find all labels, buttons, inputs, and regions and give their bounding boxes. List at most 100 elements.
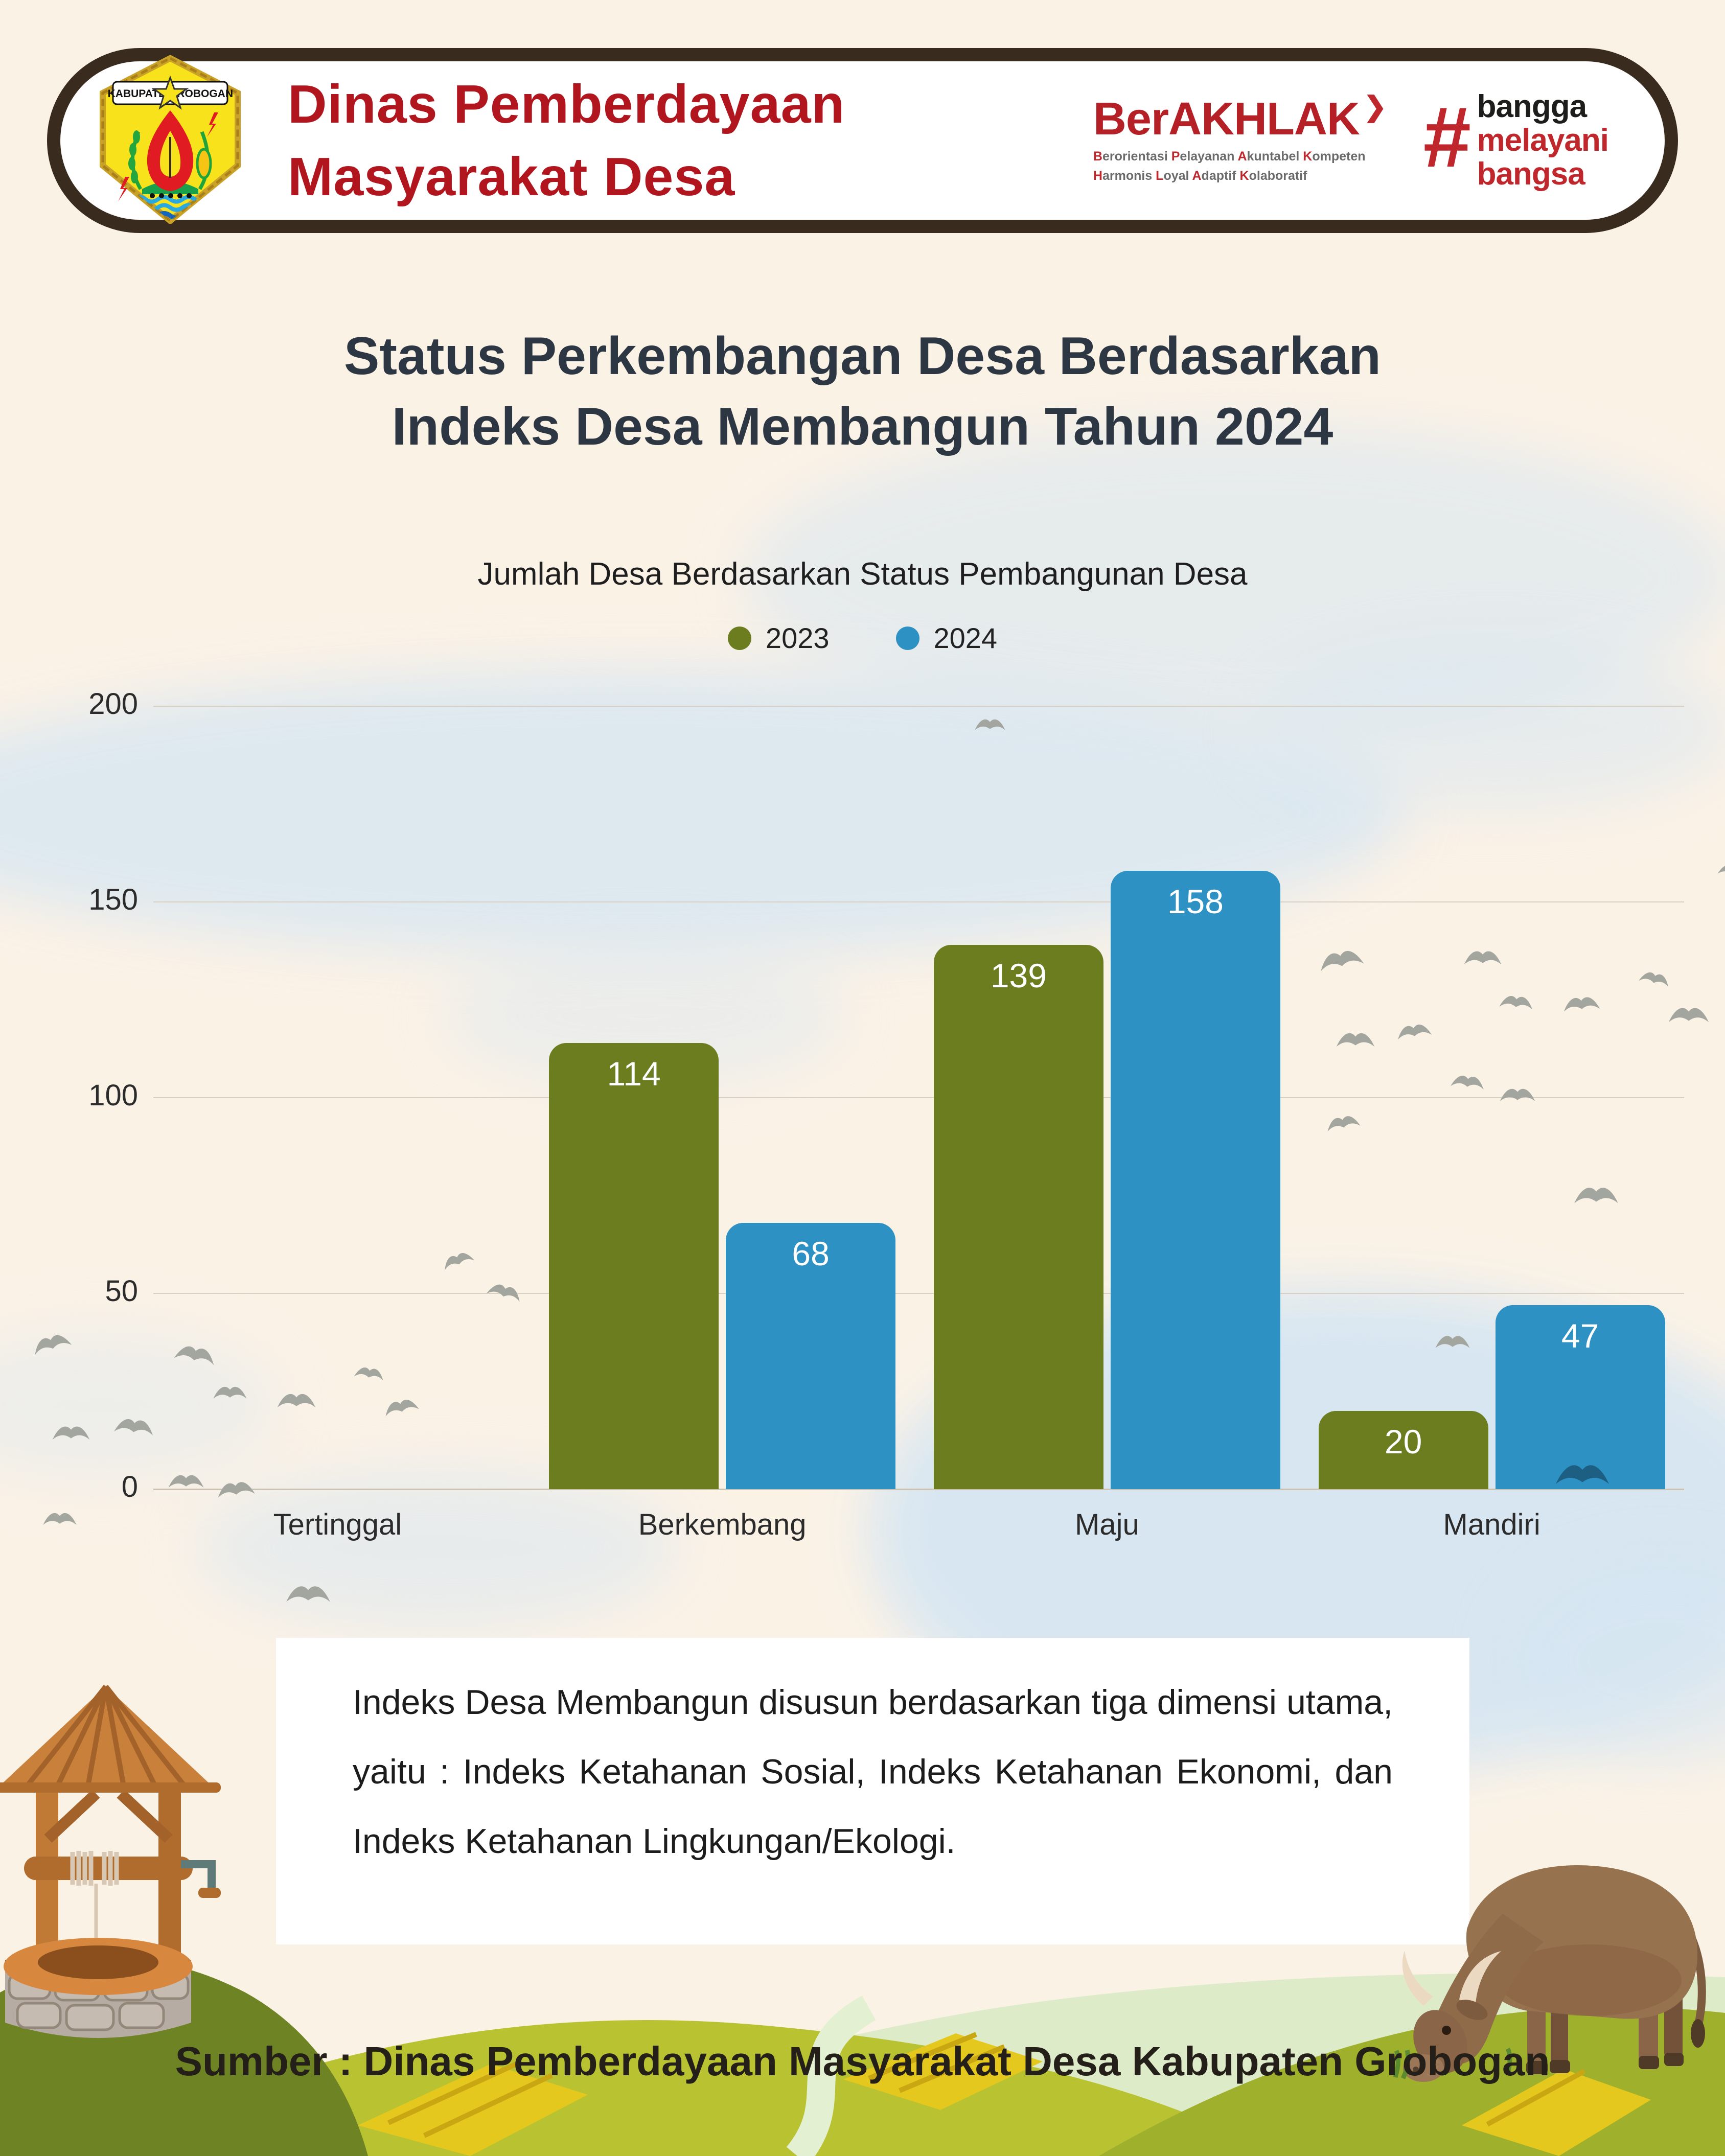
bar-value-label: 139 xyxy=(990,957,1047,995)
bar-value-label: 68 xyxy=(792,1235,830,1273)
gridline-100 xyxy=(153,1097,1684,1098)
header-logos: BerAKHLAK ❯ Berorientasi Pelayanan Akunt… xyxy=(1093,89,1609,192)
page-title-line1: Status Perkembangan Desa Berdasarkan xyxy=(344,327,1381,386)
bangga-word-bangga: bangga xyxy=(1477,89,1587,124)
bangga-word-melayani: melayani xyxy=(1477,123,1609,158)
bird-icon xyxy=(1563,997,1600,1012)
bird-icon xyxy=(1321,951,1364,971)
bird-icon xyxy=(1398,1024,1432,1040)
bird-icon xyxy=(1336,1033,1375,1047)
bar-2023-berkembang: 114 xyxy=(549,1042,719,1489)
bird-icon xyxy=(52,1426,90,1440)
berakhlak-logo: BerAKHLAK ❯ Berorientasi Pelayanan Akunt… xyxy=(1093,91,1387,186)
page-title: Status Perkembangan Desa Berdasarkan Ind… xyxy=(0,321,1725,462)
bird-icon xyxy=(1717,865,1725,878)
legend-label-2023: 2023 xyxy=(765,622,830,654)
bird-icon xyxy=(174,1346,214,1365)
bar-2023-mandiri: 20 xyxy=(1318,1410,1488,1489)
gridline-0 xyxy=(153,1489,1684,1490)
source-caption: Sumber : Dinas Pemberdayaan Masyarakat D… xyxy=(175,2038,1550,2084)
bar-value-label: 114 xyxy=(607,1054,661,1093)
bird-icon xyxy=(1668,1008,1709,1023)
bird-icon xyxy=(1435,1336,1470,1348)
tagline-word: Akuntabel xyxy=(1237,149,1303,164)
bar-2024-berkembang: 68 xyxy=(726,1223,896,1489)
tagline-word: Pelayanan xyxy=(1171,149,1238,164)
chevron-right-icon: ❯ xyxy=(1363,91,1387,122)
bird-icon xyxy=(1464,951,1502,965)
bar-value-label: 158 xyxy=(1167,882,1224,920)
chart-legend: 2023 2024 xyxy=(0,621,1725,655)
bird-icon xyxy=(445,1253,475,1270)
berakhlak-wordmark: BerAKHLAK xyxy=(1093,93,1360,145)
hashtag-icon: # xyxy=(1422,89,1470,186)
gridline-150 xyxy=(153,901,1684,902)
agency-title-line1: Dinas Pemberdayaan xyxy=(288,74,845,134)
bird-icon xyxy=(1451,1075,1484,1090)
bird-icon xyxy=(975,719,1005,730)
bangga-melayani-bangsa-logo: # bangga melayani bangsa xyxy=(1422,89,1609,192)
legend-item-2024: 2024 xyxy=(895,621,998,655)
bird-icon xyxy=(1574,1188,1618,1203)
y-tick-label-50: 50 xyxy=(105,1274,138,1308)
bird-icon xyxy=(218,1482,255,1498)
description-box: Indeks Desa Membangun disusun berdasarka… xyxy=(276,1638,1469,1944)
tagline-word: Loyal xyxy=(1156,169,1192,183)
cow-illustration xyxy=(1393,1865,1706,2082)
tagline-word: Berorientasi xyxy=(1093,149,1171,164)
bird-icon xyxy=(486,1284,520,1302)
gridline-50 xyxy=(153,1293,1684,1294)
bird-icon xyxy=(35,1335,72,1355)
y-tick-label-100: 100 xyxy=(88,1079,138,1112)
bird-icon xyxy=(354,1367,383,1381)
header-banner: KABUPATEN GROBOGAN Dinas Pemberdayaan Ma… xyxy=(47,48,1678,233)
tagline-word: Kompeten xyxy=(1303,149,1366,164)
tagline-word: Kolaboratif xyxy=(1239,169,1307,183)
agency-title: Dinas Pemberdayaan Masyarakat Desa xyxy=(288,68,845,213)
bar-value-label: 20 xyxy=(1384,1422,1422,1460)
y-tick-label-200: 200 xyxy=(88,687,138,721)
bar-2024-maju: 158 xyxy=(1110,870,1280,1489)
bird-icon xyxy=(43,1513,77,1525)
bird-icon xyxy=(385,1400,419,1417)
bird-icon xyxy=(114,1419,153,1436)
well-illustration xyxy=(0,1684,221,2038)
bird-icon xyxy=(1500,1088,1535,1101)
grobogan-emblem: KABUPATEN GROBOGAN xyxy=(94,54,247,226)
bird-icon xyxy=(168,1475,204,1488)
x-axis-label-mandiri: Mandiri xyxy=(1443,1508,1540,1541)
x-axis-label-berkembang: Berkembang xyxy=(638,1508,807,1541)
bangga-wordmark: bangga melayani bangsa xyxy=(1477,89,1609,192)
x-axis-label-tertinggal: Tertinggal xyxy=(273,1508,402,1541)
gridline-200 xyxy=(153,706,1684,707)
bangga-word-bangsa: bangsa xyxy=(1477,156,1585,192)
agency-title-line2: Masyarakat Desa xyxy=(288,147,735,207)
legend-dot-2024 xyxy=(895,626,919,650)
bird-icon xyxy=(1639,972,1669,987)
cloud-shape xyxy=(194,1467,680,1630)
description-text: Indeks Desa Membangun disusun berdasarka… xyxy=(353,1683,1393,1861)
hills-illustration xyxy=(0,1870,1725,2156)
tagline-word: Harmonis xyxy=(1093,169,1156,183)
y-tick-label-0: 0 xyxy=(121,1470,138,1503)
x-axis-label-maju: Maju xyxy=(1075,1508,1139,1541)
bar-2023-maju: 139 xyxy=(933,945,1103,1489)
legend-item-2023: 2023 xyxy=(727,621,830,655)
page-title-line2: Indeks Desa Membangun Tahun 2024 xyxy=(392,397,1333,456)
cloud-shape xyxy=(1252,644,1725,813)
bird-icon xyxy=(286,1586,330,1602)
bird-icon xyxy=(213,1386,247,1399)
bird-icon xyxy=(1555,1465,1609,1485)
bird-icon xyxy=(1327,1116,1361,1132)
berakhlak-tagline-line2: Harmonis Loyal Adaptif Kolaboratif xyxy=(1093,167,1386,185)
legend-label-2024: 2024 xyxy=(933,622,998,654)
legend-dot-2023 xyxy=(727,626,751,650)
y-tick-label-150: 150 xyxy=(88,883,138,916)
cloud-shape xyxy=(0,1329,281,1482)
bird-icon xyxy=(277,1394,316,1408)
bird-icon xyxy=(1499,996,1533,1010)
tagline-word: Adaptif xyxy=(1192,169,1240,183)
chart-title: Jumlah Desa Berdasarkan Status Pembangun… xyxy=(477,557,1248,592)
berakhlak-tagline-line1: Berorientasi Pelayanan Akuntabel Kompete… xyxy=(1093,147,1386,166)
